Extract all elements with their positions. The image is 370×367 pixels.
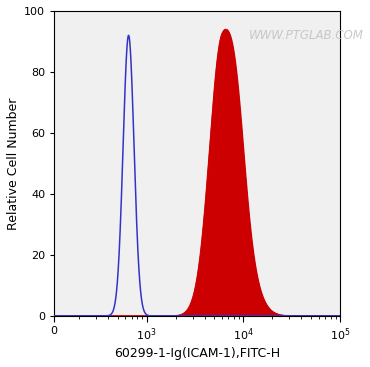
Y-axis label: Relative Cell Number: Relative Cell Number: [7, 97, 20, 230]
X-axis label: 60299-1-Ig(ICAM-1),FITC-H: 60299-1-Ig(ICAM-1),FITC-H: [114, 347, 280, 360]
Text: WWW.PTGLAB.COM: WWW.PTGLAB.COM: [249, 29, 363, 42]
